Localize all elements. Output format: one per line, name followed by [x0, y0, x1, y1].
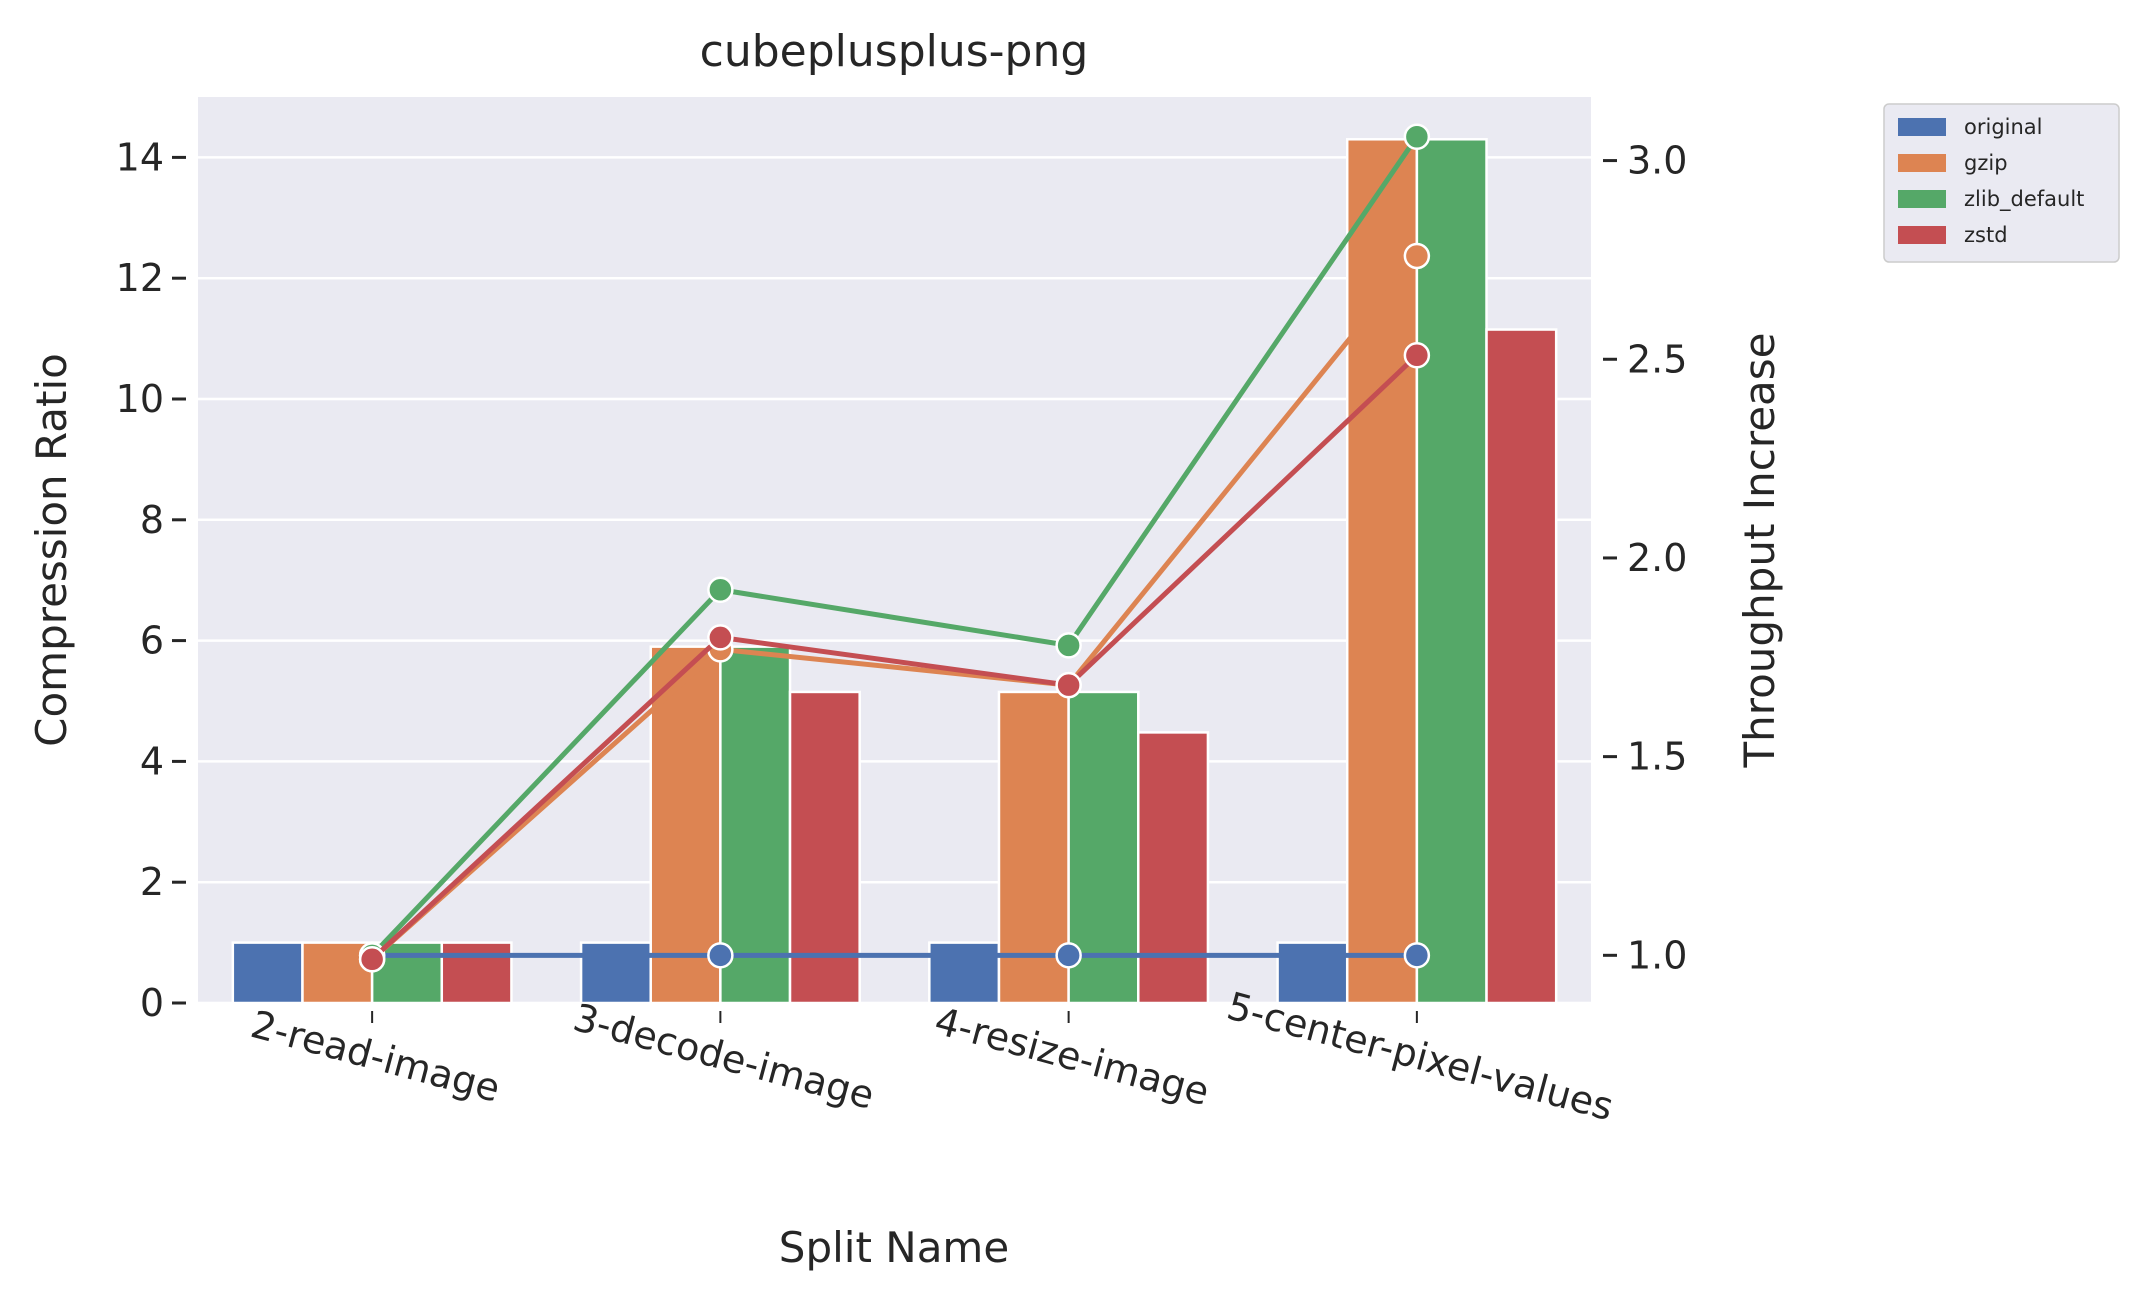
bar-gzip — [649, 645, 722, 1005]
legend-label-zlib_default: zlib_default — [1964, 187, 2084, 212]
legend-swatch-zstd — [1898, 226, 1946, 244]
y2-tick-label: 1.0 — [1627, 933, 1687, 977]
point-gzip — [1403, 242, 1431, 270]
y-tick-label: 4 — [140, 739, 164, 783]
y2-tick-label: 3.0 — [1627, 139, 1687, 183]
bars — [231, 138, 1558, 1005]
point-zlib_default — [1403, 123, 1431, 150]
bar-zlib_default — [719, 645, 792, 1005]
y2-axis-label: Throughput Increase — [1735, 332, 1784, 768]
line-zlib_default — [370, 135, 1419, 958]
bar-original — [579, 941, 652, 1005]
legend-swatch-original — [1898, 118, 1946, 136]
x-axis-label: Split Name — [779, 1223, 1009, 1272]
bar-zstd — [788, 690, 861, 1005]
y-tick-label: 0 — [140, 981, 164, 1025]
y-tick-label: 10 — [116, 377, 164, 421]
bar-zlib_default — [1067, 690, 1140, 1005]
throughput-lines — [358, 123, 1431, 973]
y-axis-right: 1.0 1.5 2.0 2.5 3.0 — [1603, 139, 1687, 977]
x-axis: 2-read-image 3-decode-image 4-resize-image… — [246, 984, 1618, 1129]
y-tick-label: 6 — [140, 619, 164, 663]
line-gzip — [370, 254, 1419, 962]
legend-frame — [1883, 103, 2120, 263]
bar-zstd — [1137, 731, 1210, 1005]
point-original — [1055, 942, 1082, 969]
x-tick-label: 2-read-image — [246, 1002, 504, 1111]
chart-title: cubeplusplus-png — [700, 26, 1089, 77]
point-zlib_default — [1055, 632, 1082, 659]
y-tick-label: 14 — [116, 135, 164, 179]
line-zstd — [370, 353, 1419, 962]
bar-original — [1276, 941, 1349, 1005]
point-zstd — [707, 624, 734, 651]
y-tick-label: 2 — [140, 860, 164, 904]
bar-zlib_default — [1415, 138, 1488, 1005]
point-zstd — [358, 946, 386, 973]
bar-original — [928, 941, 1001, 1005]
y2-tick-label: 1.5 — [1627, 735, 1687, 779]
point-original — [1403, 942, 1431, 969]
legend-label-original: original — [1964, 115, 2043, 139]
x-tick-label: 5-center-pixel-values — [1222, 984, 1617, 1129]
y-axis-left: 0 2 4 6 8 10 12 14 — [116, 135, 186, 1025]
legend-swatch-gzip — [1898, 154, 1946, 172]
bar-zstd — [1485, 328, 1558, 1005]
y-tick-label: 8 — [140, 498, 164, 542]
point-zstd — [1055, 671, 1082, 699]
point-zstd — [1403, 342, 1431, 369]
x-tick-label: 3-decode-image — [569, 995, 879, 1118]
point-original — [707, 942, 734, 969]
y2-tick-label: 2.5 — [1627, 337, 1687, 381]
y-axis-label: Compression Ratio — [27, 353, 76, 747]
x-tick-label: 4-resize-image — [930, 999, 1214, 1114]
y-tick-label: 12 — [116, 256, 164, 300]
legend-label-gzip: gzip — [1964, 151, 2008, 175]
legend-swatch-zlib_default — [1898, 190, 1946, 208]
point-zlib_default — [707, 576, 734, 603]
y2-tick-label: 2.0 — [1627, 536, 1687, 580]
legend-label-zstd: zstd — [1964, 223, 2008, 247]
bar-zstd — [440, 941, 513, 1005]
bar-original — [231, 941, 304, 1005]
